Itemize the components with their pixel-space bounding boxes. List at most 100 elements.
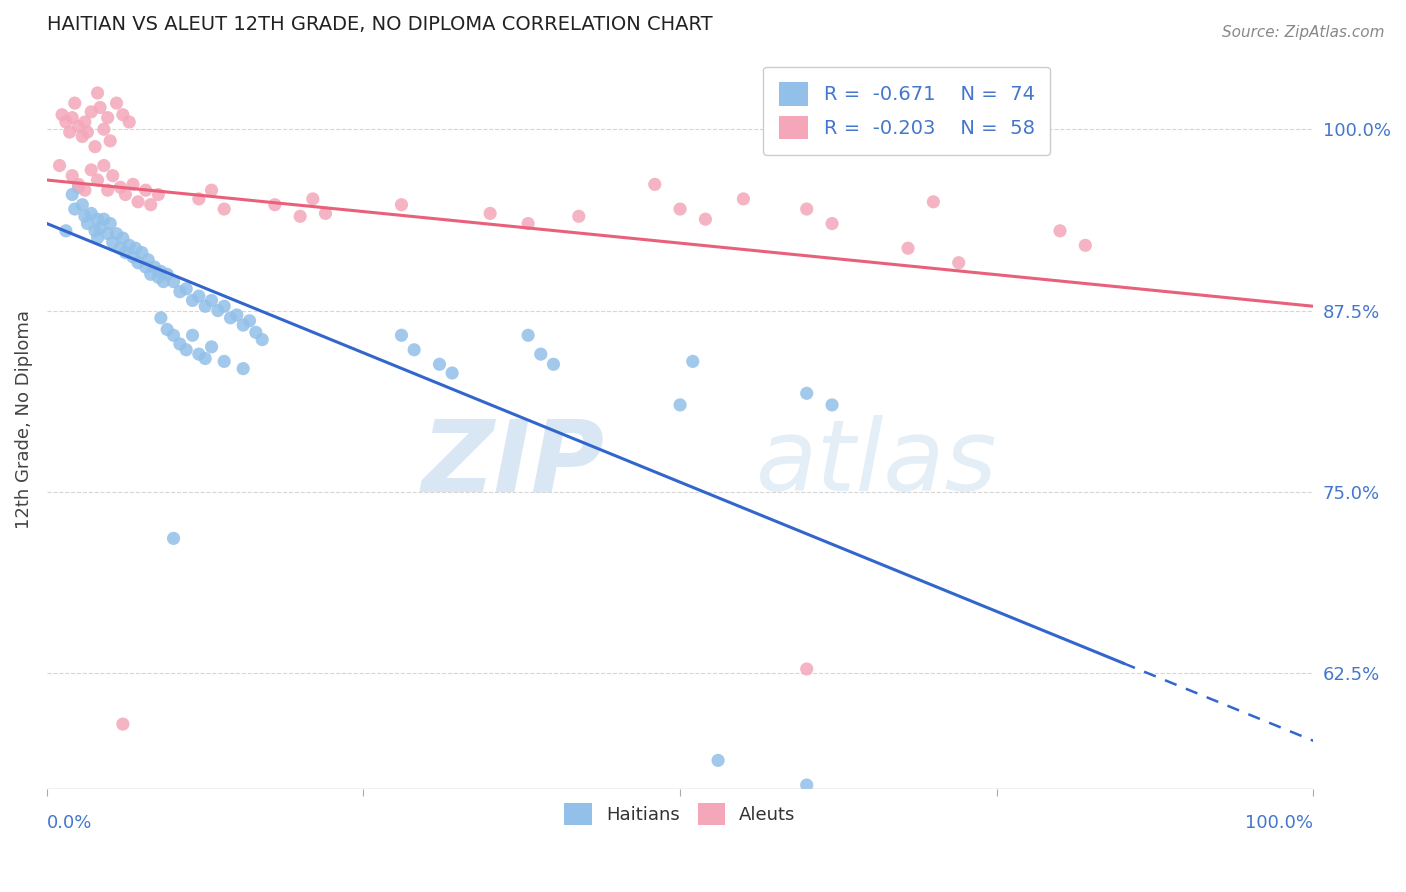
- Point: [796, 778, 818, 792]
- Point: [86, 212, 108, 227]
- Point: [568, 209, 591, 223]
- Point: [93, 159, 115, 173]
- Point: [181, 293, 204, 308]
- Point: [219, 310, 242, 325]
- Text: 0.0%: 0.0%: [46, 814, 93, 832]
- Point: [187, 289, 209, 303]
- Point: [212, 202, 235, 216]
- Point: [897, 241, 920, 255]
- Point: [194, 299, 217, 313]
- Point: [97, 227, 120, 241]
- Point: [238, 314, 260, 328]
- Point: [98, 134, 121, 148]
- Point: [131, 245, 153, 260]
- Point: [143, 260, 166, 274]
- Point: [174, 282, 197, 296]
- Point: [200, 293, 222, 308]
- Point: [149, 264, 172, 278]
- Point: [796, 202, 818, 216]
- Point: [169, 285, 191, 299]
- Point: [97, 183, 120, 197]
- Point: [111, 108, 134, 122]
- Point: [72, 197, 94, 211]
- Point: [212, 299, 235, 313]
- Point: [669, 202, 692, 216]
- Point: [250, 333, 273, 347]
- Point: [76, 217, 98, 231]
- Point: [86, 231, 108, 245]
- Point: [212, 354, 235, 368]
- Point: [821, 398, 844, 412]
- Point: [695, 212, 717, 227]
- Point: [1049, 224, 1071, 238]
- Point: [156, 268, 179, 282]
- Point: [135, 183, 157, 197]
- Point: [200, 340, 222, 354]
- Point: [232, 361, 254, 376]
- Point: [682, 354, 704, 368]
- Point: [48, 159, 70, 173]
- Point: [118, 115, 141, 129]
- Point: [517, 328, 540, 343]
- Point: [86, 173, 108, 187]
- Point: [98, 217, 121, 231]
- Point: [73, 115, 96, 129]
- Point: [111, 717, 134, 731]
- Point: [429, 357, 451, 371]
- Point: [86, 86, 108, 100]
- Point: [63, 202, 86, 216]
- Point: [733, 192, 755, 206]
- Point: [76, 125, 98, 139]
- Point: [105, 96, 128, 111]
- Point: [114, 245, 136, 260]
- Text: Source: ZipAtlas.com: Source: ZipAtlas.com: [1222, 25, 1385, 40]
- Point: [200, 183, 222, 197]
- Point: [1074, 238, 1097, 252]
- Point: [156, 322, 179, 336]
- Point: [162, 275, 184, 289]
- Point: [80, 104, 103, 119]
- Point: [55, 115, 77, 129]
- Point: [530, 347, 553, 361]
- Point: [122, 178, 145, 192]
- Point: [181, 328, 204, 343]
- Point: [441, 366, 464, 380]
- Point: [245, 326, 267, 340]
- Point: [59, 125, 82, 139]
- Point: [127, 194, 149, 209]
- Point: [162, 328, 184, 343]
- Point: [97, 111, 120, 125]
- Point: [669, 398, 692, 412]
- Point: [139, 268, 162, 282]
- Point: [162, 532, 184, 546]
- Legend: Haitians, Aleuts: Haitians, Aleuts: [557, 796, 803, 832]
- Point: [55, 224, 77, 238]
- Point: [60, 111, 83, 125]
- Text: atlas: atlas: [756, 416, 998, 512]
- Point: [796, 386, 818, 401]
- Point: [187, 347, 209, 361]
- Point: [169, 337, 191, 351]
- Y-axis label: 12th Grade, No Diploma: 12th Grade, No Diploma: [15, 310, 32, 529]
- Point: [111, 231, 134, 245]
- Point: [404, 343, 426, 357]
- Point: [288, 209, 311, 223]
- Point: [948, 256, 970, 270]
- Point: [796, 662, 818, 676]
- Point: [127, 256, 149, 270]
- Point: [543, 357, 565, 371]
- Point: [152, 275, 174, 289]
- Point: [105, 227, 128, 241]
- Point: [114, 187, 136, 202]
- Point: [479, 206, 502, 220]
- Point: [808, 822, 831, 836]
- Point: [72, 129, 94, 144]
- Point: [263, 197, 285, 211]
- Point: [84, 139, 107, 153]
- Point: [187, 192, 209, 206]
- Point: [110, 180, 132, 194]
- Point: [93, 122, 115, 136]
- Point: [707, 753, 730, 767]
- Point: [101, 235, 124, 250]
- Point: [80, 162, 103, 177]
